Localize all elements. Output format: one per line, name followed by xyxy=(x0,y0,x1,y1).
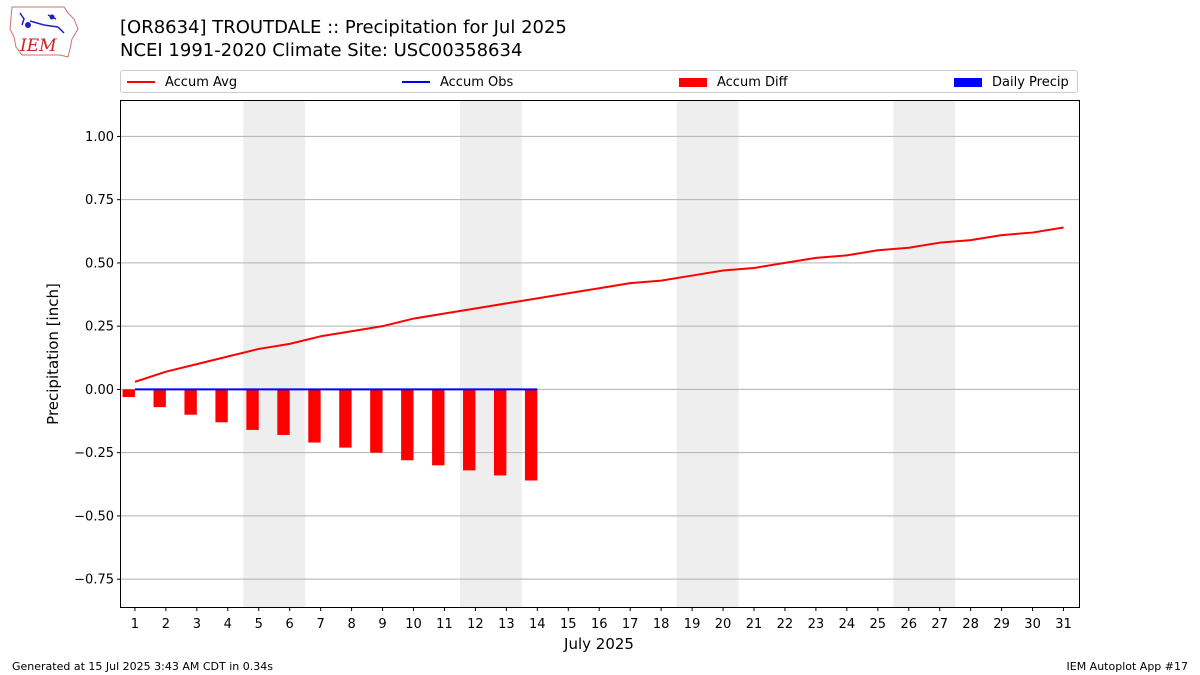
legend-item-accum-obs: Accum Obs xyxy=(402,74,513,90)
iem-iowa-logo-icon xyxy=(9,6,79,58)
legend-label-accum-diff: Accum Diff xyxy=(717,74,788,90)
x-tick-label: 9 xyxy=(378,617,386,632)
accum-diff-bar xyxy=(524,389,538,481)
legend-swatch-daily-precip xyxy=(954,77,982,87)
y-tick-label: 0.00 xyxy=(85,383,114,398)
x-tick-label: 10 xyxy=(405,617,422,632)
x-tick-label: 25 xyxy=(870,617,887,632)
plot-frame xyxy=(120,100,1080,608)
accum-diff-bar xyxy=(308,389,321,443)
accum-diff-bar xyxy=(401,389,414,461)
accum-diff-bar xyxy=(277,389,290,435)
legend-swatch-accum-avg xyxy=(127,81,155,83)
x-tick-label: 16 xyxy=(591,617,608,632)
accum-diff-bar xyxy=(184,389,197,415)
y-tick-label: 0.75 xyxy=(85,193,114,208)
x-tick-label: 17 xyxy=(622,617,639,632)
x-tick-label: 24 xyxy=(839,617,856,632)
y-axis-label: Precipitation [inch] xyxy=(44,283,62,425)
y-tick-label: 1.00 xyxy=(85,130,114,145)
x-tick-label: 1 xyxy=(131,617,139,632)
x-tick-label: 28 xyxy=(962,617,979,632)
accum-diff-bar xyxy=(463,389,476,471)
accum-diff-bar xyxy=(370,389,383,453)
x-tick-label: 5 xyxy=(255,617,263,632)
chart-title: [OR8634] TROUTDALE :: Precipitation for … xyxy=(120,17,567,38)
legend-swatch-accum-obs xyxy=(402,81,430,83)
iem-logo: IEM xyxy=(9,6,79,58)
x-axis-ticks: 1 2 3 4 5 6 7 8 9 10 11 12 13 14 15 16 17 18 19 20 21 22 23 24 2… xyxy=(131,607,1072,632)
y-tick-label: −0.25 xyxy=(74,446,114,461)
x-tick-label: 7 xyxy=(317,617,325,632)
legend-item-accum-diff: Accum Diff xyxy=(679,74,788,90)
series-lines xyxy=(134,226,1064,391)
weekend-band xyxy=(459,101,522,607)
x-tick-label: 3 xyxy=(193,617,201,632)
x-tick-label: 19 xyxy=(684,617,701,632)
y-tick-label: −0.50 xyxy=(74,509,114,524)
x-tick-label: 23 xyxy=(808,617,825,632)
x-tick-label: 20 xyxy=(715,617,732,632)
accum-diff-bar xyxy=(432,389,445,466)
legend-label-daily-precip: Daily Precip xyxy=(992,74,1069,90)
accum-diff-bars xyxy=(122,389,538,481)
y-tick-label: 0.50 xyxy=(85,256,114,271)
weekend-band xyxy=(243,101,306,607)
chart-subtitle: NCEI 1991-2020 Climate Site: USC00358634 xyxy=(120,40,523,61)
x-tick-label: 2 xyxy=(162,617,170,632)
y-tick-label: −0.75 xyxy=(74,573,114,588)
accum-diff-bar xyxy=(493,389,507,476)
x-tick-label: 13 xyxy=(498,617,515,632)
x-tick-label: 15 xyxy=(560,617,577,632)
y-axis-ticks: −0.75 −0.50 −0.25 0.00 0.25 0.50 0.75 1.00 xyxy=(74,130,121,588)
y-tick-label: 0.25 xyxy=(85,320,114,335)
x-tick-label: 26 xyxy=(900,617,917,632)
x-tick-label: 27 xyxy=(931,617,948,632)
logo-text: IEM xyxy=(19,36,57,56)
legend-swatch-accum-diff xyxy=(679,77,707,87)
accum-diff-bar xyxy=(153,389,166,408)
x-tick-label: 18 xyxy=(653,617,670,632)
weekend-bands xyxy=(243,101,956,607)
x-tick-label: 14 xyxy=(529,617,546,632)
accum-diff-bar xyxy=(246,389,259,430)
x-axis-label: July 2025 xyxy=(563,635,634,653)
x-tick-label: 31 xyxy=(1055,617,1072,632)
accum-avg-line xyxy=(134,226,1064,383)
weekend-band xyxy=(676,101,739,607)
x-tick-label: 21 xyxy=(746,617,763,632)
legend-label-accum-obs: Accum Obs xyxy=(440,74,514,90)
x-tick-label: 4 xyxy=(224,617,232,632)
legend-item-accum-avg: Accum Avg xyxy=(127,74,237,90)
x-tick-label: 11 xyxy=(436,617,453,632)
x-tick-label: 12 xyxy=(467,617,484,632)
legend-label-accum-avg: Accum Avg xyxy=(165,74,238,90)
legend: Accum Avg Accum Obs Accum Diff Daily Pre… xyxy=(120,70,1078,93)
x-tick-label: 22 xyxy=(777,617,794,632)
legend-item-daily-precip: Daily Precip xyxy=(954,74,1069,90)
app-label: IEM Autoplot App #17 xyxy=(1066,660,1189,673)
x-tick-label: 8 xyxy=(347,617,355,632)
x-tick-label: 30 xyxy=(1024,617,1041,632)
accum-diff-bar xyxy=(122,389,135,398)
accum-diff-bar xyxy=(339,389,352,448)
weekend-band xyxy=(893,101,956,607)
x-tick-label: 6 xyxy=(286,617,294,632)
accum-diff-bar xyxy=(215,389,228,423)
x-tick-label: 29 xyxy=(993,617,1010,632)
generated-timestamp: Generated at 15 Jul 2025 3:43 AM CDT in … xyxy=(12,660,273,673)
